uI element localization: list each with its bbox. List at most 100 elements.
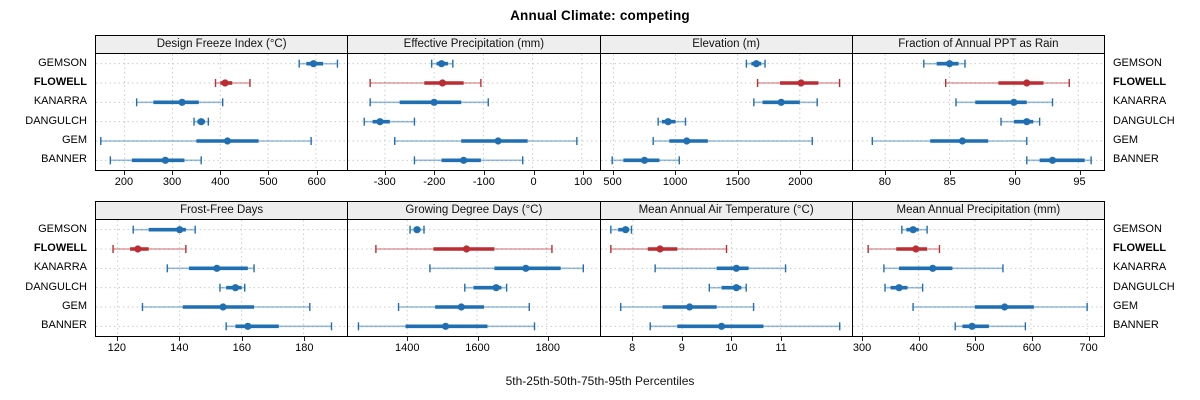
panel-svg [852, 220, 1104, 336]
axis-cell: 200 300 400 500 600 [95, 171, 348, 201]
median-dot [958, 137, 966, 145]
axis-tick-label: 1500 [725, 176, 751, 188]
station-label-banner: BANNER [41, 153, 87, 166]
median-dot [460, 156, 468, 164]
series-gem [100, 137, 312, 145]
axis-tick-label: 400 [909, 342, 928, 354]
median-dot [732, 264, 740, 272]
median-dot [309, 60, 318, 68]
series-gemson [745, 59, 766, 68]
median-dot [655, 245, 664, 253]
axis-tick-label: 500 [603, 176, 622, 188]
axis-tick-mark [547, 337, 549, 341]
axis-tick-mark [434, 171, 436, 175]
axis-tick-mark [918, 337, 920, 341]
median-dot [663, 118, 672, 126]
axis-tick-mark [116, 337, 118, 341]
axis-cell: 300 400 500 600 700 [853, 337, 1106, 367]
station-label-flowell: FLOWELL [33, 76, 87, 88]
median-dot [685, 303, 693, 311]
station-label-gemson: GEMSON [1113, 56, 1162, 69]
series-kanarra [369, 98, 490, 107]
panel: Effective Precipitation (mm) [348, 35, 601, 171]
axis-tick-mark [949, 171, 951, 175]
station-labels-left-bottom: GEMSON FLOWELL KANARRA DANGULCH GEM BANNER [0, 201, 95, 337]
axis-tick-mark [533, 171, 535, 175]
panel: Elevation (m) [600, 35, 853, 171]
series-banner [649, 322, 840, 331]
axis-tick-label: 700 [1079, 342, 1098, 354]
panel-strip-title: Growing Degree Days (°C) [348, 202, 600, 220]
series-flowell [609, 245, 727, 253]
axis-tick-label: -100 [472, 176, 495, 188]
axis-tick-mark [884, 171, 886, 175]
percentiles-caption: 5th-25th-50th-75th-95th Percentiles [505, 374, 695, 388]
station-label-banner: BANNER [41, 319, 87, 332]
station-label-banner: BANNER [1113, 319, 1159, 332]
median-dot [231, 284, 240, 292]
series-banner [358, 322, 536, 331]
panel-plot-area [96, 220, 348, 336]
series-gem [394, 137, 578, 145]
panel-svg [96, 220, 347, 336]
axis-tick-label: 300 [162, 176, 182, 188]
axis-tick-mark [612, 171, 614, 175]
series-flowell [756, 79, 840, 87]
series-gem [912, 303, 1088, 311]
axis-spacer [0, 171, 95, 201]
panel: Mean Annual Precipitation (mm) [852, 201, 1105, 337]
axis-tick-mark [781, 337, 783, 341]
panels-top: Design Freeze Index (°C) Effective Precip… [95, 35, 1105, 171]
series-flowell [214, 79, 251, 87]
axis-tick-mark [737, 171, 739, 175]
station-label-gem: GEM [61, 134, 87, 146]
station-label-flowell: FLOWELL [1113, 242, 1167, 254]
series-dangulch [884, 283, 924, 292]
series-kanarra [955, 98, 1053, 107]
axis-tick-mark [179, 337, 181, 341]
panel-plot-area [96, 54, 348, 170]
station-label-kanarra: KANARRA [33, 95, 87, 108]
series-gemson [609, 225, 632, 234]
axis-cell: 8 9 10 11 [600, 337, 853, 367]
series-gemson [922, 59, 966, 68]
station-label-kanarra: KANARRA [33, 261, 87, 274]
axis-tick-label: 200 [114, 176, 134, 188]
series-banner [1025, 156, 1092, 165]
panel: Design Freeze Index (°C) [95, 35, 349, 171]
panel-plot-area [852, 220, 1104, 336]
median-dot [376, 118, 384, 126]
axis-tick-label: 120 [107, 342, 127, 354]
axis-tick-label: 160 [232, 342, 251, 354]
axis-tick-mark [123, 171, 125, 175]
median-dot [682, 137, 690, 145]
axis-tick-mark [731, 337, 733, 341]
axis-tick-label: 90 [1008, 176, 1021, 188]
series-banner [954, 322, 1026, 331]
series-banner [413, 156, 524, 165]
median-dot [439, 79, 447, 87]
median-dot [219, 303, 227, 311]
axis-spacer [1105, 337, 1200, 367]
series-gem [398, 303, 531, 311]
series-gemson [132, 225, 196, 234]
axis-tick-label: -200 [423, 176, 446, 188]
series-dangulch [708, 283, 747, 292]
axis-tick-label: 600 [307, 176, 326, 188]
median-dot [777, 98, 785, 106]
axis-tick-label: 1000 [662, 176, 688, 188]
axis-tick-mark [800, 171, 802, 175]
axis-tick-label: 300 [852, 342, 872, 354]
series-banner [225, 322, 333, 331]
axis-tick-label: 100 [573, 176, 593, 188]
median-dot [752, 60, 760, 68]
median-dot [413, 226, 421, 234]
series-kanarra [653, 264, 786, 273]
series-flowell [369, 79, 482, 87]
panel-plot-area [348, 54, 600, 170]
axis-cell: 80 85 90 95 [853, 171, 1106, 201]
axis-tick-mark [583, 171, 585, 175]
series-gemson [409, 225, 425, 234]
median-dot [442, 322, 450, 330]
axis-cell: 500 1000 1500 2000 [600, 171, 853, 201]
